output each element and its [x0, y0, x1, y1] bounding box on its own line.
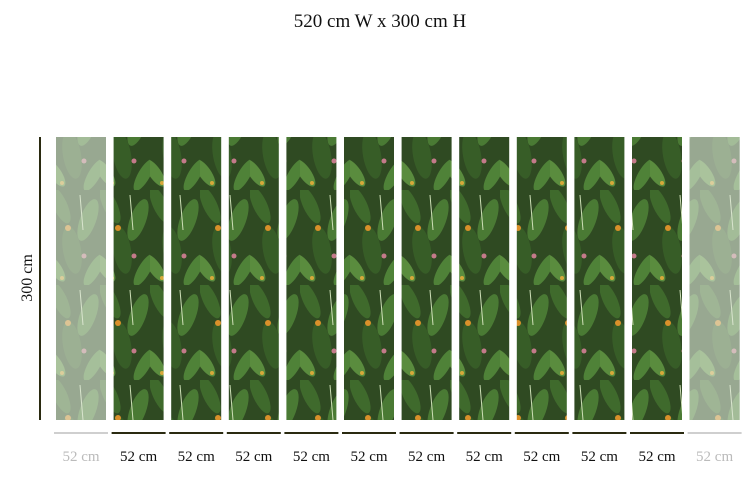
- panel: [516, 137, 567, 420]
- panel: [401, 137, 452, 420]
- panel-width-label: 52 cm: [178, 449, 215, 465]
- panel: [632, 137, 682, 420]
- panel-width-label: 52 cm: [293, 449, 330, 465]
- panel-width-label: 52 cm: [120, 449, 157, 465]
- panel-width-label: 52 cm: [350, 449, 387, 465]
- panel: [286, 137, 337, 420]
- panel-fade: [56, 137, 106, 420]
- panel-width-label: 52 cm: [696, 449, 733, 465]
- panel: [228, 137, 279, 420]
- panel-fade: [689, 137, 740, 420]
- panel-width-label: 52 cm: [235, 449, 272, 465]
- panel-width-label: 52 cm: [62, 449, 99, 465]
- panel-width-label: 52 cm: [408, 449, 445, 465]
- panel-width-label: 52 cm: [581, 449, 618, 465]
- panel-width-label: 52 cm: [523, 449, 560, 465]
- panel-width-label: 52 cm: [466, 449, 503, 465]
- panel: [574, 137, 625, 420]
- height-label: 300 cm: [19, 254, 36, 302]
- panel: [171, 137, 222, 420]
- panel-width-label: 52 cm: [638, 449, 675, 465]
- panel: [344, 137, 394, 420]
- panel: [113, 137, 164, 420]
- panel: [459, 137, 510, 420]
- title: 520 cm W x 300 cm H: [294, 11, 467, 32]
